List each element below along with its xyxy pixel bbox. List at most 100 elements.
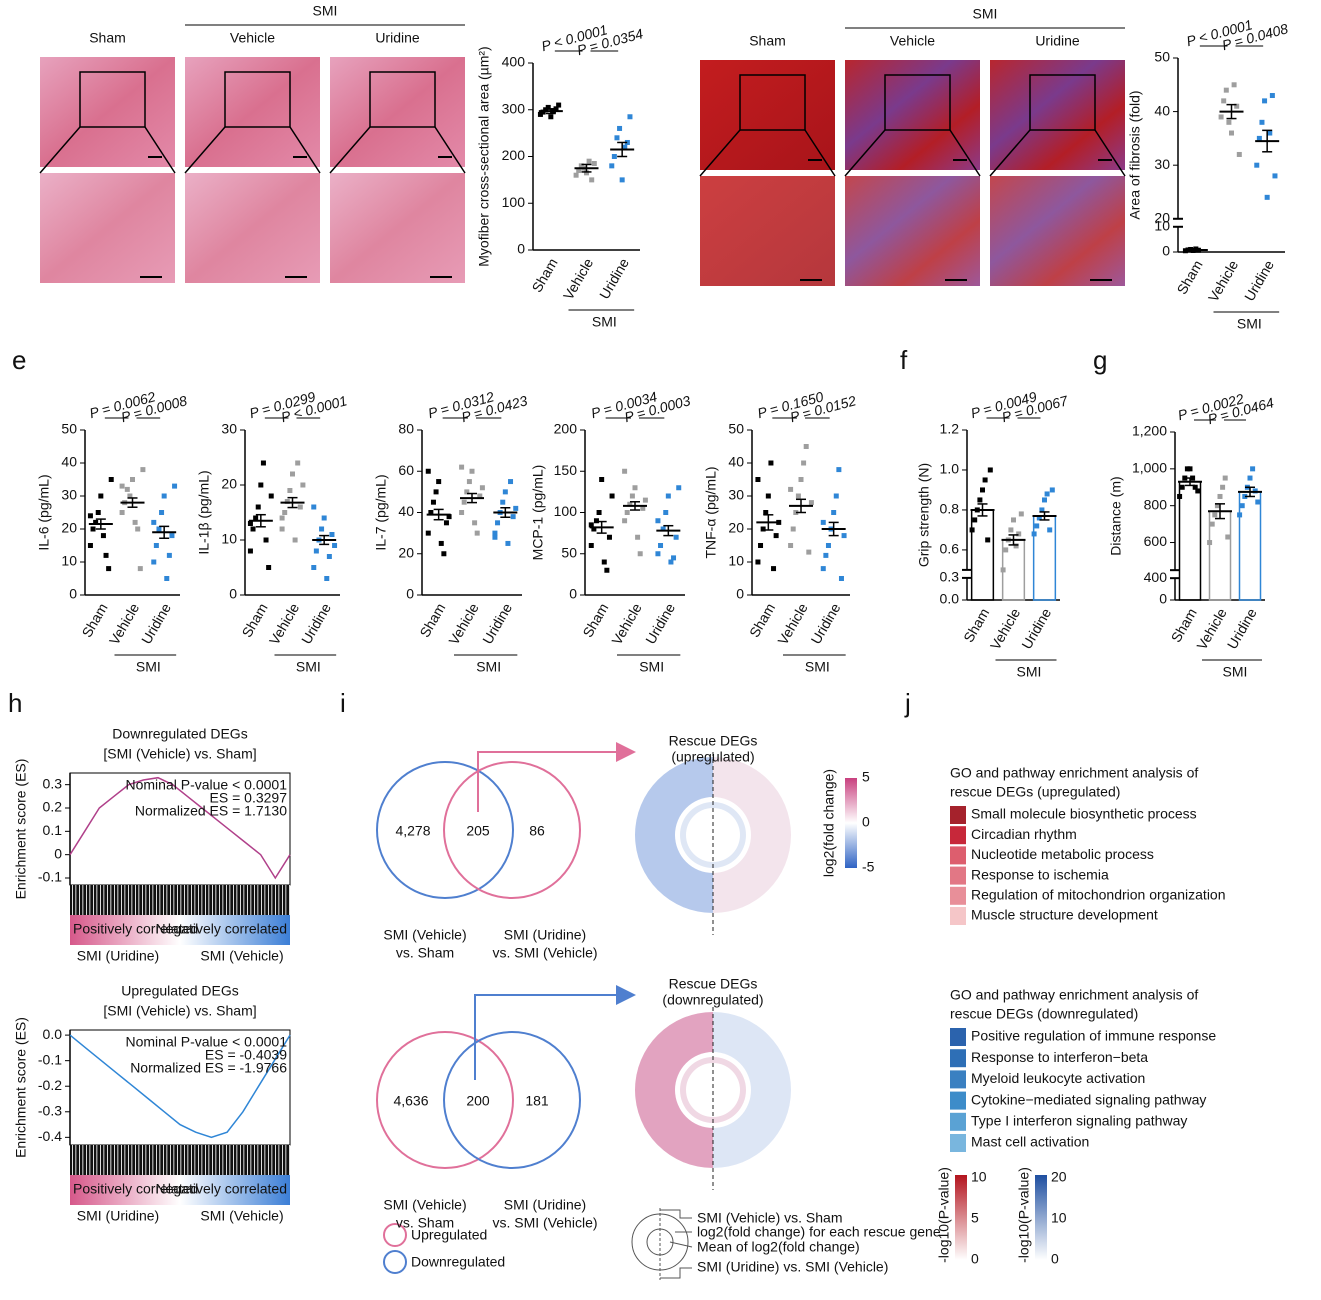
data-point — [461, 499, 467, 505]
data-point — [279, 526, 285, 532]
data-point — [591, 161, 597, 167]
y-tick-label: -0.2 — [38, 1077, 62, 1093]
venn-circle — [376, 761, 514, 899]
data-point — [1259, 119, 1265, 125]
data-point — [297, 504, 303, 510]
y-axis-label: TNF-α (pg/mL) — [703, 466, 719, 558]
y-tick-label: 0 — [69, 586, 77, 602]
go-swatch — [950, 846, 966, 865]
data-point — [838, 576, 844, 581]
x-tick-label: Vehicle — [774, 600, 811, 647]
data-point — [156, 526, 162, 532]
schematic-label: Mean of log2(fold change) — [697, 1239, 860, 1255]
data-point — [1239, 503, 1245, 509]
go-title: GO and pathway enrichment analysis of — [950, 987, 1198, 1003]
venn-count: 205 — [466, 823, 490, 839]
y-axis-label: IL-1β (pg/mL) — [196, 470, 212, 554]
data-point — [820, 566, 826, 572]
data-point — [135, 526, 141, 532]
data-point — [247, 521, 253, 526]
data-point — [124, 486, 130, 492]
group-label: SMI — [313, 3, 338, 19]
y-tick-label: -0.1 — [38, 869, 62, 885]
go-swatch — [950, 806, 966, 824]
go-swatch — [950, 886, 966, 905]
annotation: Nominal P-value < 0.0001 — [126, 1034, 288, 1050]
roi-box — [739, 74, 806, 131]
data-point — [977, 497, 983, 503]
data-point — [980, 487, 985, 493]
zoom-line — [434, 126, 466, 174]
column-label: Vehicle — [890, 33, 935, 49]
y-tick-label: 20 — [1154, 209, 1170, 225]
data-point — [300, 482, 306, 488]
data-point — [1177, 493, 1183, 499]
data-point — [492, 534, 498, 540]
data-point — [332, 543, 338, 548]
data-point — [311, 504, 317, 510]
data-point — [247, 548, 253, 554]
data-point — [441, 551, 447, 557]
y-axis-label: Distance (m) — [1108, 476, 1124, 555]
zoom-line — [1094, 129, 1126, 177]
x-tick-label: Uridine — [1241, 257, 1277, 304]
micrograph-zoom — [845, 176, 980, 286]
y-tick-label: 0.0 — [43, 1026, 63, 1042]
y-tick-label: 0 — [406, 586, 414, 602]
y-tick-label: 0 — [54, 845, 62, 861]
bar — [1178, 480, 1202, 601]
data-point — [663, 510, 669, 515]
y-tick-label: 40 — [398, 503, 414, 519]
colorbar-tick: 0 — [971, 1251, 979, 1267]
data-point — [87, 513, 93, 519]
data-point — [591, 526, 597, 532]
y-tick-label: 200 — [502, 147, 526, 163]
zoom-line — [184, 126, 226, 174]
data-point — [1220, 484, 1226, 490]
y-tick-label: 0.3 — [43, 775, 63, 791]
colorbar-tick: 10 — [971, 1169, 987, 1185]
data-point — [502, 489, 508, 495]
data-point — [95, 510, 101, 515]
group-label: SMI (Vehicle) — [200, 948, 283, 964]
data-point — [793, 510, 799, 515]
y-tick-label: 50 — [561, 544, 577, 560]
data-point — [609, 163, 615, 169]
data-point — [295, 460, 301, 466]
ring-core — [686, 808, 740, 862]
chart-title: Downregulated DEGs — [112, 726, 247, 742]
data-point — [1039, 507, 1045, 513]
go-swatch — [950, 1028, 966, 1046]
data-point — [1207, 540, 1213, 546]
data-point — [279, 515, 285, 521]
data-point — [93, 519, 99, 525]
data-point — [537, 111, 543, 117]
data-point — [1209, 521, 1215, 527]
data-point — [658, 543, 664, 548]
roi-box — [79, 71, 146, 128]
y-tick-label: 1,200 — [1132, 423, 1167, 439]
data-point — [553, 106, 559, 112]
arrow — [474, 985, 636, 1080]
data-point — [987, 467, 993, 473]
venn-count: 181 — [525, 1093, 549, 1109]
y-tick-label: 400 — [502, 54, 526, 70]
data-point — [760, 526, 766, 532]
arrow — [477, 742, 636, 812]
micrograph — [185, 57, 320, 167]
ring-half — [713, 757, 791, 913]
colorbar-tick: 0 — [1051, 1251, 1059, 1267]
group-label: SMI — [476, 659, 501, 675]
data-point — [311, 565, 317, 570]
rescue-title: (upregulated) — [671, 749, 754, 765]
panel-letter: h — [8, 688, 22, 718]
data-point — [1031, 531, 1037, 537]
data-point — [1254, 162, 1260, 168]
data-point — [153, 543, 159, 548]
group-label: SMI (Uridine) — [77, 948, 159, 964]
panel-letter: i — [340, 688, 346, 718]
y-tick-label: 800 — [1144, 496, 1168, 512]
data-point — [614, 135, 620, 141]
data-point — [282, 510, 288, 515]
data-point — [604, 567, 610, 573]
